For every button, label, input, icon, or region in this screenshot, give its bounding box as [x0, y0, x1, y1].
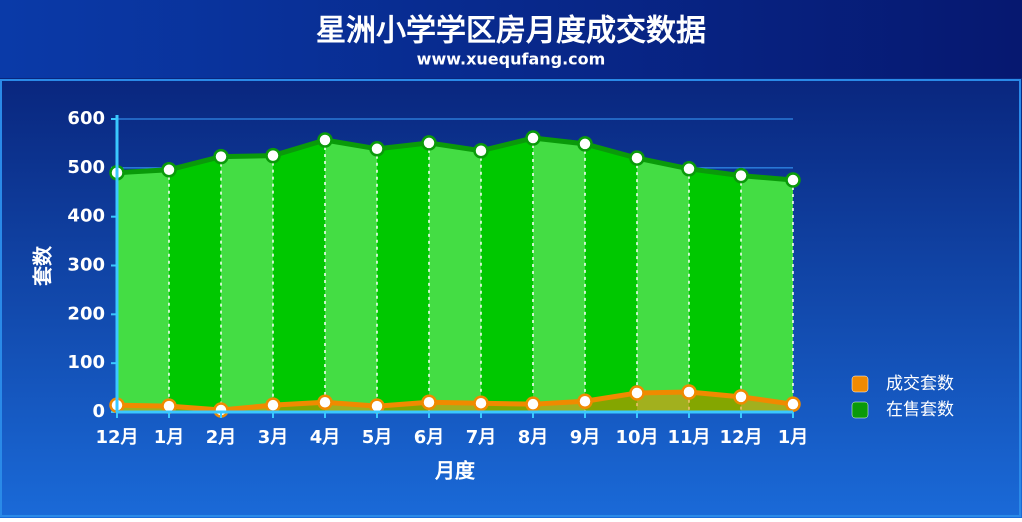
- series-line: [116, 135, 794, 183]
- y-tick-label: 400: [67, 206, 105, 227]
- data-point: [681, 384, 697, 400]
- x-tick-label: 8月: [518, 427, 549, 448]
- data-point: [161, 162, 177, 178]
- chart-title: 星洲小学学区房月度成交数据: [316, 14, 706, 49]
- y-tick-label: 300: [67, 255, 105, 276]
- chart-subtitle: www.xuequfang.com: [417, 50, 606, 69]
- data-point: [733, 167, 749, 184]
- x-tick-label: 3月: [258, 427, 289, 448]
- y-axis-title: 套数: [31, 245, 55, 286]
- x-tick-label: 5月: [362, 427, 393, 448]
- x-tick-label: 12月: [719, 427, 762, 448]
- x-tick-label: 10月: [615, 427, 658, 448]
- data-point: [785, 172, 801, 188]
- x-tick-label: 4月: [310, 427, 341, 448]
- area-stripe: [117, 138, 169, 412]
- data-point: [421, 394, 437, 410]
- y-tick-label: 100: [67, 352, 105, 373]
- x-tick-label: 12月: [95, 427, 138, 448]
- data-point: [369, 141, 385, 157]
- data-point: [733, 389, 749, 405]
- y-tick-label: 600: [67, 108, 105, 129]
- data-point: [265, 147, 281, 164]
- x-tick-label: 11月: [667, 427, 710, 448]
- data-point: [421, 135, 437, 151]
- area-stripe: [377, 138, 429, 412]
- x-tick-label: 2月: [206, 427, 237, 448]
- data-point: [317, 132, 333, 148]
- y-tick-label: 200: [67, 303, 105, 324]
- y-tick-label: 500: [67, 157, 105, 178]
- data-point: [525, 396, 541, 412]
- area-stripe: [637, 138, 689, 412]
- legend-swatch: [851, 401, 869, 419]
- legend-label: 在售套数: [886, 400, 954, 420]
- data-point: [629, 150, 645, 166]
- data-point: [681, 161, 697, 177]
- series-group: [109, 384, 801, 418]
- data-point: [629, 385, 645, 401]
- series-line: [116, 389, 794, 413]
- header: [0, 0, 1022, 78]
- series-group: [109, 130, 801, 412]
- legend-label: 成交套数: [886, 374, 954, 394]
- area-stripe: [585, 138, 637, 412]
- data-point: [317, 394, 333, 410]
- data-point: [213, 148, 229, 165]
- area-stripe: [481, 138, 533, 412]
- area-stripe: [429, 138, 481, 412]
- data-point: [577, 136, 593, 152]
- data-point: [473, 395, 489, 411]
- area-stripe: [689, 138, 741, 412]
- x-tick-label: 1月: [154, 427, 185, 448]
- y-tick-label: 0: [92, 401, 105, 422]
- area-stripe: [325, 138, 377, 412]
- area-stripe: [273, 138, 325, 412]
- legend-swatch: [851, 375, 869, 393]
- data-point: [577, 393, 593, 410]
- x-tick-label: 9月: [570, 427, 601, 448]
- frame: [0, 79, 1021, 517]
- area-stripe: [741, 138, 793, 412]
- x-axis-title: 月度: [434, 459, 476, 483]
- data-point: [265, 397, 281, 413]
- data-point: [473, 142, 489, 159]
- area-stripe: [221, 138, 273, 412]
- area-stripe: [533, 138, 585, 412]
- area-stripes: [117, 138, 793, 412]
- data-point: [785, 396, 801, 412]
- x-tick-label: 7月: [466, 427, 497, 448]
- area-stripe: [169, 138, 221, 412]
- x-tick-label: 6月: [414, 427, 445, 448]
- x-tick-label: 1月: [778, 427, 809, 448]
- data-point: [525, 130, 541, 146]
